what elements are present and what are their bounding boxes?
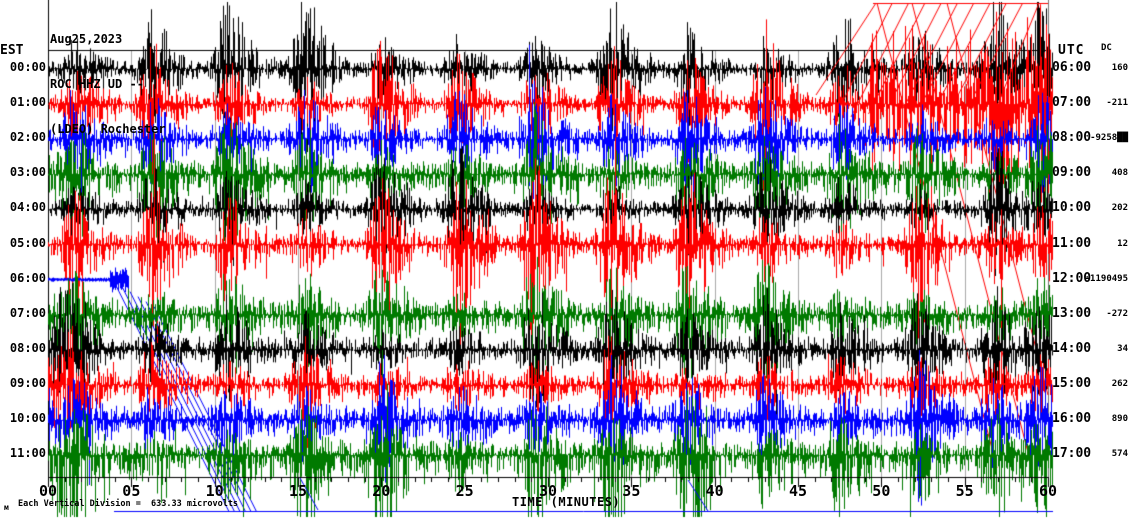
utc-hour-label: 08:00 — [1052, 130, 1092, 146]
x-tick-label: 60 — [1038, 482, 1058, 500]
dc-offset-value: -211 — [1106, 98, 1128, 109]
dc-offset-value: -272 — [1106, 308, 1128, 319]
est-hour-label: 07:00 — [9, 305, 46, 320]
utc-hour-label: 07:00 — [1052, 95, 1092, 111]
dc-offset-value: 574 — [1111, 449, 1128, 460]
x-tick-label: 45 — [788, 482, 808, 500]
x-tick-label: 35 — [622, 482, 641, 500]
dc-offset-value: -9258██ — [1090, 133, 1128, 144]
header-station-channel: ROC HHZ UD -- — [50, 77, 144, 91]
est-hour-label: 08:00 — [9, 340, 46, 355]
est-hour-label: 06:00 — [9, 270, 46, 285]
est-hour-label: 04:00 — [9, 200, 46, 215]
x-tick-label: 30 — [538, 482, 558, 500]
est-hour-label: 05:00 — [9, 235, 46, 250]
dc-offset-value: 890 — [1111, 414, 1128, 424]
x-tick-label: 55 — [955, 482, 974, 500]
utc-hour-label: 17:00 — [1052, 446, 1092, 462]
utc-hour-label: 09:00 — [1052, 165, 1092, 181]
est-timezone-label: EST — [0, 43, 24, 58]
x-axis-title: TIME (MINUTES) — [512, 495, 621, 509]
est-hour-label: 00:00 — [9, 60, 46, 74]
x-tick-label: 40 — [705, 482, 724, 500]
utc-hour-label: 15:00 — [1052, 375, 1092, 391]
x-tick-label: 00 — [38, 482, 58, 500]
dc-offset-value: -1190495 — [1084, 273, 1128, 284]
x-tick-label: 10 — [205, 482, 224, 500]
est-hour-label: 10:00 — [9, 411, 46, 425]
dc-offset-value: 160 — [1111, 63, 1128, 73]
utc-hour-label: 16:00 — [1052, 411, 1092, 426]
vertical-scale-note: Each Vertical Division = 633.33 microvol… — [18, 499, 239, 509]
x-tick-label: 50 — [872, 482, 891, 500]
est-hour-label: 03:00 — [9, 165, 46, 180]
est-hour-label: 11:00 — [9, 446, 46, 461]
utc-hour-label: 12:00 — [1052, 270, 1092, 286]
utc-hour-label: 11:00 — [1052, 235, 1092, 251]
x-tick-label: 15 — [288, 482, 308, 500]
header-date: Aug25,2023 — [50, 32, 123, 46]
x-tick-label: 05 — [122, 482, 141, 500]
utc-hour-label: 06:00 — [1052, 60, 1092, 75]
utc-timezone-label: UTC — [1058, 43, 1085, 58]
utc-hour-label: 10:00 — [1052, 200, 1092, 216]
dc-offset-value: 262 — [1111, 378, 1128, 389]
x-tick-label: 20 — [372, 482, 391, 500]
x-tick-label: 25 — [455, 482, 474, 500]
dc-offset-value: 34 — [1117, 343, 1128, 354]
header-block: Aug25,2023 ROC HHZ UD -- (LDEO) Rocheste… — [50, 2, 166, 167]
est-hour-label: 09:00 — [9, 375, 46, 390]
corner-mark: м — [4, 503, 9, 512]
dc-offset-value: 408 — [1111, 168, 1128, 179]
est-hour-label: 01:00 — [9, 95, 46, 110]
est-hour-label: 02:00 — [9, 130, 46, 145]
dc-offset-value: 12 — [1117, 238, 1128, 249]
header-network-location: (LDEO) Rochester — [50, 122, 166, 136]
dc-offset-value: 202 — [1111, 203, 1128, 214]
utc-hour-label: 14:00 — [1052, 340, 1092, 356]
dc-column-header: DC — [1101, 43, 1112, 53]
utc-hour-label: 13:00 — [1052, 305, 1092, 321]
